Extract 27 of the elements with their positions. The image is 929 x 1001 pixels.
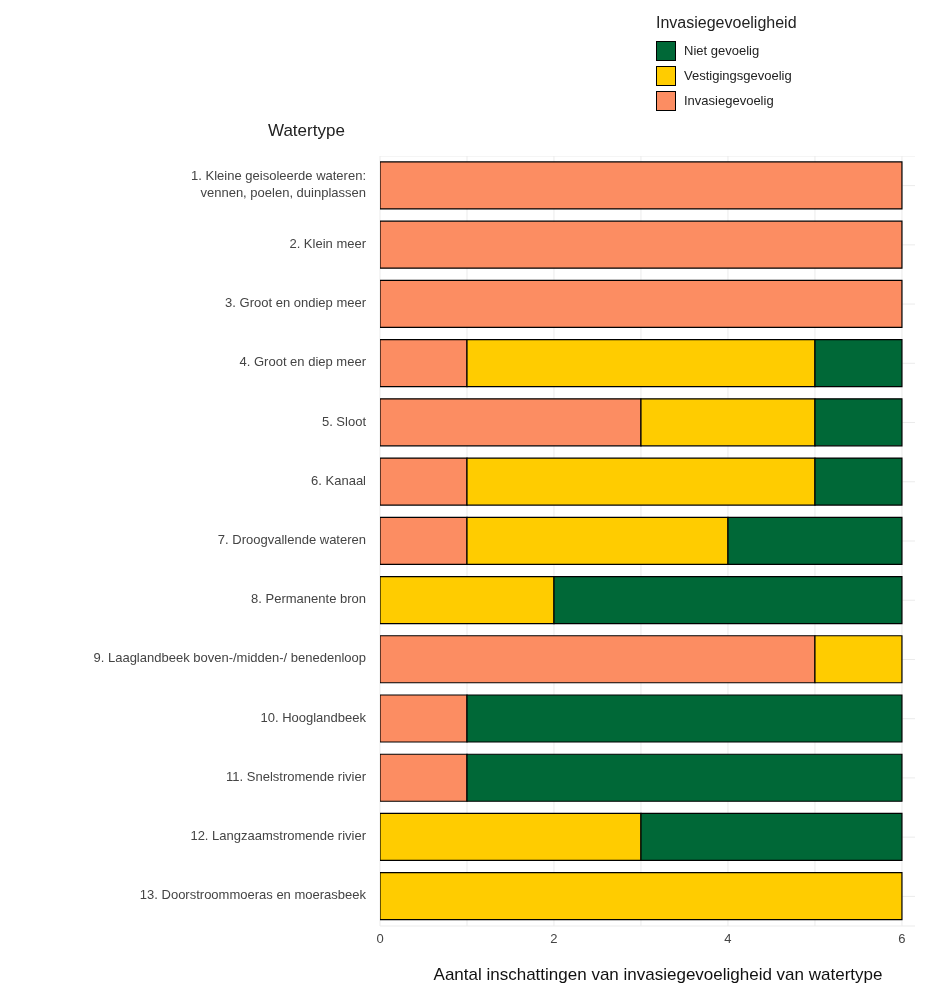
y-tick-label: 4. Groot en diep meer: [239, 354, 367, 370]
y-tick-label: 13. Doorstroommoeras en moerasbeek: [139, 887, 367, 903]
x-tick-label: 0: [376, 931, 384, 947]
x-tick-label: 6: [898, 931, 906, 947]
y-tick-label: 6. Kanaal: [311, 473, 367, 489]
y-tick-label: 1. Kleine geisoleerde wateren: vennen, poelen, duinplassen: [191, 168, 366, 201]
legend-label: Invasiegevoelig: [684, 93, 774, 108]
legend-label: Vestigingsgevoelig: [684, 68, 792, 83]
y-tick-label: 3. Groot en ondiep meer: [225, 295, 367, 311]
x-axis-title: Aantal inschattingen van invasiegevoeligheid van watertype: [432, 964, 884, 986]
y-tick-label: 12. Langzaamstromende rivier: [190, 828, 367, 844]
y-tick-label: 5. Sloot: [321, 413, 367, 429]
y-tick-label: 11. Snelstromende rivier: [226, 769, 367, 785]
legend-title: Invasiegevoeligheid: [656, 14, 797, 32]
x-tick-label: 2: [550, 931, 558, 947]
legend-label: Niet gevoelig: [684, 43, 760, 58]
bar: [380, 220, 903, 269]
y-tick-label: 10. Hooglandbeek: [260, 710, 367, 726]
bar: [380, 161, 903, 210]
bar: [380, 872, 903, 921]
y-tick-label: 2. Klein meer: [289, 236, 367, 252]
bar: [380, 279, 903, 328]
y-axis-title: Watertype: [268, 121, 345, 141]
y-tick-label: 7. Droogvallende wateren: [217, 532, 366, 548]
y-tick-label: 8. Permanente bron: [251, 591, 366, 607]
y-tick-label: 9. Laaglandbeek boven-/midden-/ benedenloop: [93, 650, 366, 666]
x-tick-label: 4: [724, 931, 732, 947]
